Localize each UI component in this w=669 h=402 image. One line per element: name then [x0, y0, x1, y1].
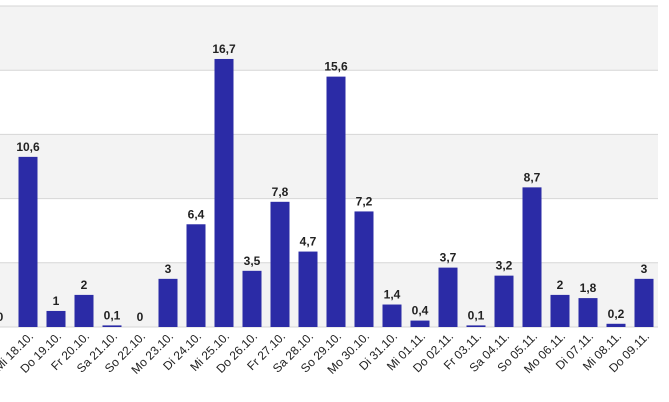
value-label: 1 [53, 294, 60, 308]
bar [494, 275, 514, 327]
bar [578, 298, 598, 327]
value-label: 3 [641, 262, 648, 276]
bar [438, 267, 458, 327]
bar [158, 278, 178, 327]
value-label: 4,7 [300, 235, 317, 249]
value-label: 3,7 [440, 251, 457, 265]
value-label: 1,4 [384, 288, 401, 302]
value-label: 0,1 [468, 308, 485, 322]
bar [270, 201, 290, 327]
bar [214, 58, 234, 328]
value-label: 7,8 [272, 185, 289, 199]
bar [102, 325, 122, 327]
value-label: 1,8 [580, 281, 597, 295]
value-label: 16,7 [212, 42, 236, 56]
value-label: 3,2 [496, 259, 513, 273]
value-label: 0 [137, 310, 144, 324]
value-label: 0 [0, 310, 4, 324]
bar [186, 224, 206, 327]
bar [606, 323, 626, 327]
value-label: 2 [557, 278, 564, 292]
bar [354, 211, 374, 327]
value-label: 2 [81, 278, 88, 292]
bar [298, 251, 318, 327]
bar [242, 270, 262, 327]
value-label: 10,6 [16, 140, 40, 154]
value-label: 8,7 [524, 170, 541, 184]
value-label: 7,2 [356, 194, 373, 208]
bar [410, 320, 430, 327]
value-label: 0,4 [412, 304, 429, 318]
band [0, 6, 658, 71]
bar [382, 304, 402, 327]
value-label: 0,2 [608, 307, 625, 321]
bar [18, 156, 38, 327]
bar [550, 294, 570, 327]
value-label: 6,4 [188, 207, 205, 221]
bar [466, 325, 486, 327]
value-label: 3,5 [244, 254, 261, 268]
bar [326, 76, 346, 328]
bar [522, 187, 542, 327]
value-label: 3 [165, 262, 172, 276]
bar [74, 294, 94, 327]
value-label: 0,1 [104, 308, 121, 322]
value-label: 15,6 [324, 60, 348, 74]
bar [634, 278, 654, 327]
bar [46, 310, 66, 327]
